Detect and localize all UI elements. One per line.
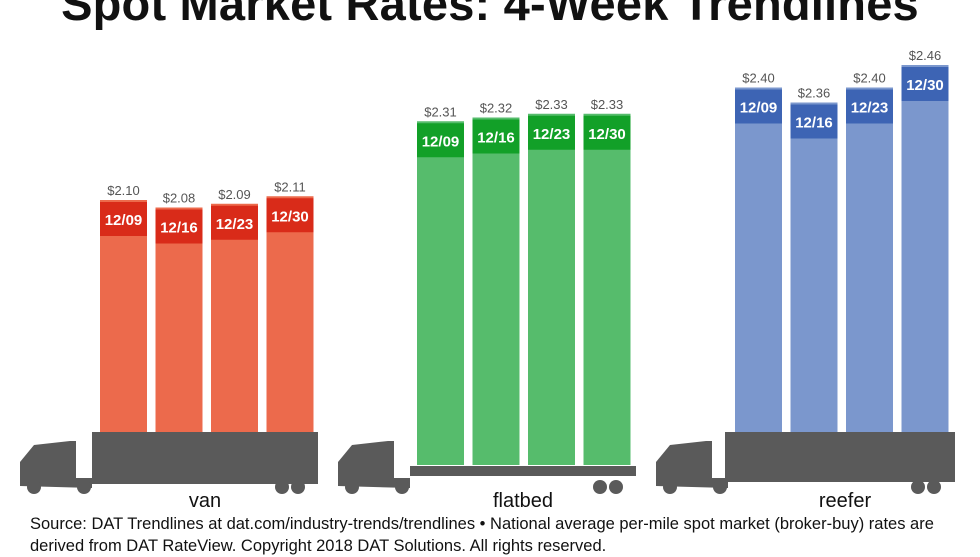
bar-date-label: 12/30 [271,208,309,225]
bar-date-band-van-0 [100,202,147,236]
bar-value-label: $2.09 [218,187,251,202]
bar-value-label: $2.11 [274,179,306,194]
bar-date-label: 12/30 [588,126,626,143]
bar-date-label: 12/30 [906,77,944,94]
bar-date-band-reefer-2 [846,89,893,124]
bar-flatbed-1 [472,117,520,465]
bar-value-label: $2.33 [535,97,568,112]
truck-type-label-van: van [188,490,222,512]
van-truck-icon [20,432,318,494]
bar-flatbed-2 [528,113,575,465]
chart-title: Spot Market Rates: 4-Week Trendlines [61,0,919,30]
truck-type-label-reefer: reefer [818,490,872,512]
bar-value-label: $2.36 [798,86,831,101]
bar-value-label: $2.40 [853,71,886,86]
bar-value-label: $2.10 [107,183,140,198]
bar-group-van: 12/09 $2.10 12/16 $2.08 12/23 $2.09 12/30 $2.11 [20,179,318,494]
bar-flatbed-3 [583,113,631,465]
bar-date-band-van-1 [155,209,203,244]
bar-reefer-2 [846,87,893,465]
bar-date-band-flatbed-0 [417,123,464,158]
bar-date-band-van-3 [266,198,314,233]
bar-date-band-reefer-3 [901,67,949,101]
bar-value-label: $2.33 [591,97,624,112]
bar-group-reefer: 12/09 $2.40 12/16 $2.36 12/23 $2.40 12/30 $2.46 [656,48,955,494]
bar-date-band-flatbed-3 [583,115,631,150]
bar-date-band-reefer-0 [735,89,782,124]
source-note: Source: DAT Trendlines at dat.com/indust… [30,515,934,555]
truck-type-label-flatbed: flatbed [492,490,554,512]
bar-date-label: 12/16 [477,130,515,147]
bar-van-3 [266,196,314,465]
bar-date-band-flatbed-2 [528,115,575,150]
bar-reefer-3 [901,65,949,465]
bar-date-label: 12/16 [795,115,833,132]
bar-van-2 [211,203,258,465]
bar-date-band-reefer-1 [790,104,838,139]
bar-value-label: $2.46 [909,48,942,63]
bar-date-label: 12/23 [851,100,889,117]
flatbed-truck-icon [338,441,636,494]
bar-value-label: $2.08 [163,191,196,206]
bar-flatbed-0 [417,121,464,465]
bar-van-0 [100,200,147,465]
bar-date-label: 12/09 [740,100,778,117]
bar-date-label: 12/09 [105,212,143,229]
bar-date-band-van-2 [211,205,258,240]
bar-group-flatbed: 12/09 $2.31 12/16 $2.32 12/23 $2.33 12/30 $2.33 [338,97,636,494]
bar-date-label: 12/23 [533,126,571,143]
reefer-truck-icon [656,432,955,494]
bar-van-1 [155,207,203,465]
bar-date-band-flatbed-1 [472,119,520,154]
bar-date-label: 12/23 [216,216,254,233]
bar-reefer-1 [790,102,838,465]
bar-value-label: $2.32 [480,101,513,116]
bar-value-label: $2.40 [742,71,775,86]
bar-date-label: 12/16 [160,220,198,237]
bar-reefer-0 [735,87,782,465]
bar-value-label: $2.31 [424,104,457,119]
bar-date-label: 12/09 [422,133,460,150]
